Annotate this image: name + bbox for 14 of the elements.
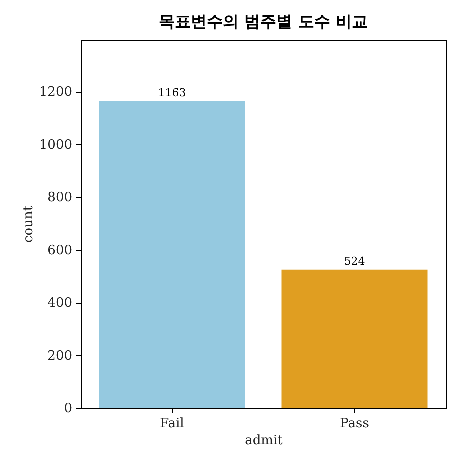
y-tick-label: 1000 [39,138,72,153]
y-tick-label: 200 [48,348,72,364]
y-axis-title: count [21,205,36,244]
data-label: 1163 [158,86,186,100]
x-tick-label: Fail [160,416,184,432]
data-label: 524 [344,254,366,268]
x-tick-label: Pass [340,416,370,432]
y-tick-label: 800 [48,190,72,206]
y-tick-label: 600 [48,243,72,258]
y-tick-label: 1200 [39,85,72,100]
y-tick-label: 400 [48,296,72,312]
chart-title: 목표변수의 범주별 도수 비교 [159,12,368,31]
y-tick-label: 0 [64,402,72,416]
x-axis-title: admit [245,434,284,448]
